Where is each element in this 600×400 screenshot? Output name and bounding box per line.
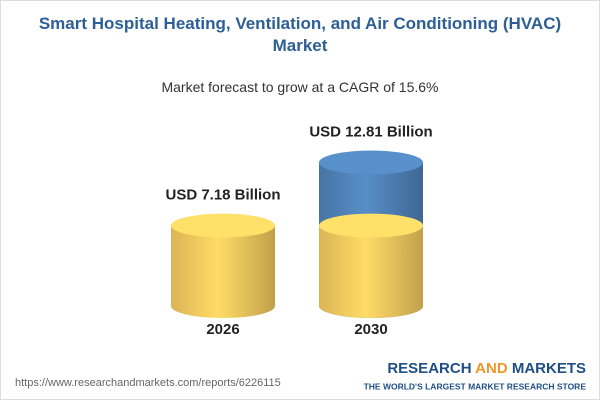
brand-word: MARKETS xyxy=(512,360,586,377)
cylinder-top xyxy=(319,150,423,175)
category-label: 2026 xyxy=(206,321,239,338)
source-url: https://www.researchandmarkets.com/repor… xyxy=(15,377,281,389)
cylinder-base xyxy=(319,225,423,318)
brand: RESEARCH AND MARKETS xyxy=(387,360,586,377)
cylinder-top xyxy=(171,213,275,238)
cylinder-base-top xyxy=(319,213,423,238)
value-label: USD 7.18 Billion xyxy=(165,187,280,204)
value-label: USD 12.81 Billion xyxy=(309,123,432,140)
chart-subtitle: Market forecast to grow at a CAGR of 15.… xyxy=(161,79,439,95)
tagline: THE WORLD'S LARGEST MARKET RESEARCH STOR… xyxy=(364,381,587,391)
chart-title: Smart Hospital Heating, Ventilation, and… xyxy=(38,14,562,55)
brand-word: AND xyxy=(475,360,508,377)
category-label: 2030 xyxy=(354,321,387,338)
brand-word: RESEARCH xyxy=(387,360,471,377)
cylinder xyxy=(171,225,275,318)
